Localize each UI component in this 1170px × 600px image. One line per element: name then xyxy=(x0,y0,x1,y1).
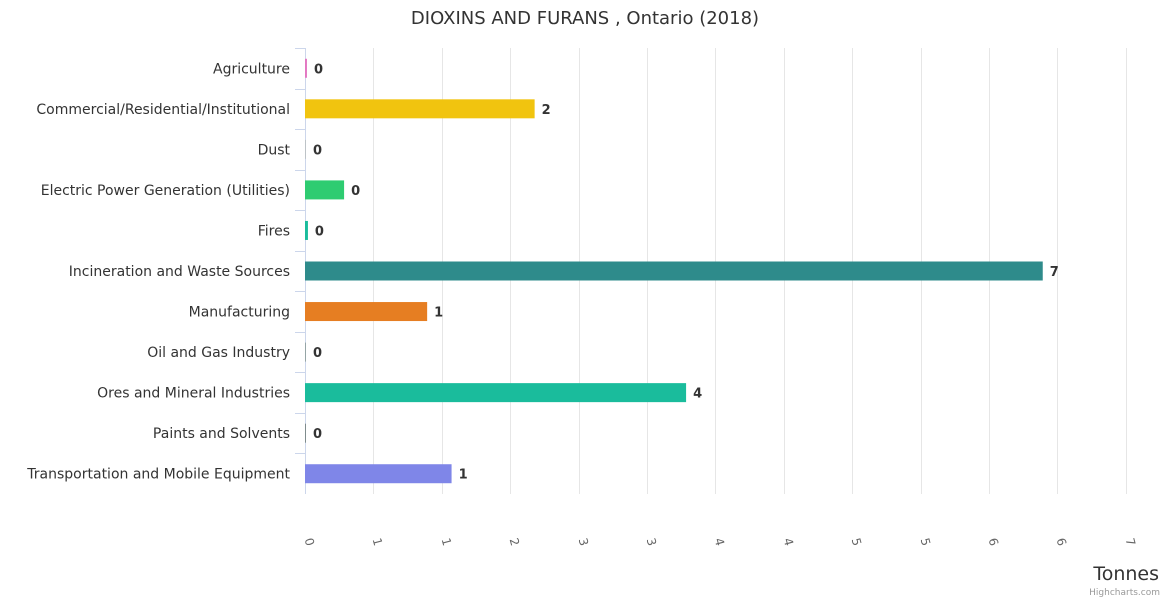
bars xyxy=(305,58,1043,484)
bar[interactable] xyxy=(305,180,345,200)
bar[interactable] xyxy=(305,99,535,119)
bar[interactable] xyxy=(305,139,306,159)
x-tick-label: 1 xyxy=(439,536,455,547)
x-tick-label: 5 xyxy=(849,536,865,547)
x-tick-label: 2 xyxy=(507,536,523,547)
data-label: 0 xyxy=(313,346,322,361)
category-label: Paints and Solvents xyxy=(153,426,290,442)
category-label: Incineration and Waste Sources xyxy=(69,264,290,280)
data-label: 7 xyxy=(1050,265,1059,280)
data-label: 0 xyxy=(313,143,322,158)
data-label: 0 xyxy=(315,224,324,239)
category-label: Fires xyxy=(258,223,290,239)
category-label: Agriculture xyxy=(213,61,290,77)
x-tick-label: 7 xyxy=(1123,536,1139,547)
bar[interactable] xyxy=(305,220,308,240)
category-label: Manufacturing xyxy=(189,305,290,321)
x-tick-label: 4 xyxy=(781,536,797,547)
x-tick-label: 0 xyxy=(302,536,318,547)
category-label: Oil and Gas Industry xyxy=(147,345,290,361)
bar[interactable] xyxy=(305,464,452,484)
data-label: 0 xyxy=(314,62,323,77)
category-label: Dust xyxy=(258,142,291,158)
data-label: 2 xyxy=(542,103,551,118)
data-label: 4 xyxy=(693,387,702,402)
data-label: 0 xyxy=(351,184,360,199)
category-label: Electric Power Generation (Utilities) xyxy=(41,183,290,199)
category-label: Ores and Mineral Industries xyxy=(97,386,290,402)
chart-title: DIOXINS AND FURANS , Ontario (2018) xyxy=(411,8,759,29)
data-label: 1 xyxy=(434,306,443,321)
x-tick-label: 4 xyxy=(712,536,728,547)
bar[interactable] xyxy=(305,302,428,322)
bar[interactable] xyxy=(305,58,307,78)
value-axis-title: Tonnes xyxy=(1092,563,1159,585)
x-tick-label: 1 xyxy=(370,536,386,547)
bar[interactable] xyxy=(305,383,687,403)
bar[interactable] xyxy=(305,261,1043,281)
bar[interactable] xyxy=(305,342,306,362)
category-label: Transportation and Mobile Equipment xyxy=(26,467,290,483)
x-tick-label: 5 xyxy=(918,536,934,547)
x-tick-labels: 0 1 1 2 3 3 4 4 5 5 6 6 7 xyxy=(302,536,1139,547)
data-labels: 0 2 0 0 0 7 1 0 4 0 1 xyxy=(313,62,1059,482)
credits-label[interactable]: Highcharts.com xyxy=(1089,588,1160,598)
bar[interactable] xyxy=(305,423,306,443)
x-tick-label: 6 xyxy=(1054,536,1070,547)
category-label: Commercial/Residential/Institutional xyxy=(36,102,290,118)
data-label: 1 xyxy=(459,468,468,483)
x-tick-label: 6 xyxy=(986,536,1002,547)
x-tick-label: 3 xyxy=(576,536,592,547)
category-labels: Agriculture Commercial/Residential/Instit… xyxy=(26,61,290,482)
data-label: 0 xyxy=(313,427,322,442)
x-tick-label: 3 xyxy=(644,536,660,547)
